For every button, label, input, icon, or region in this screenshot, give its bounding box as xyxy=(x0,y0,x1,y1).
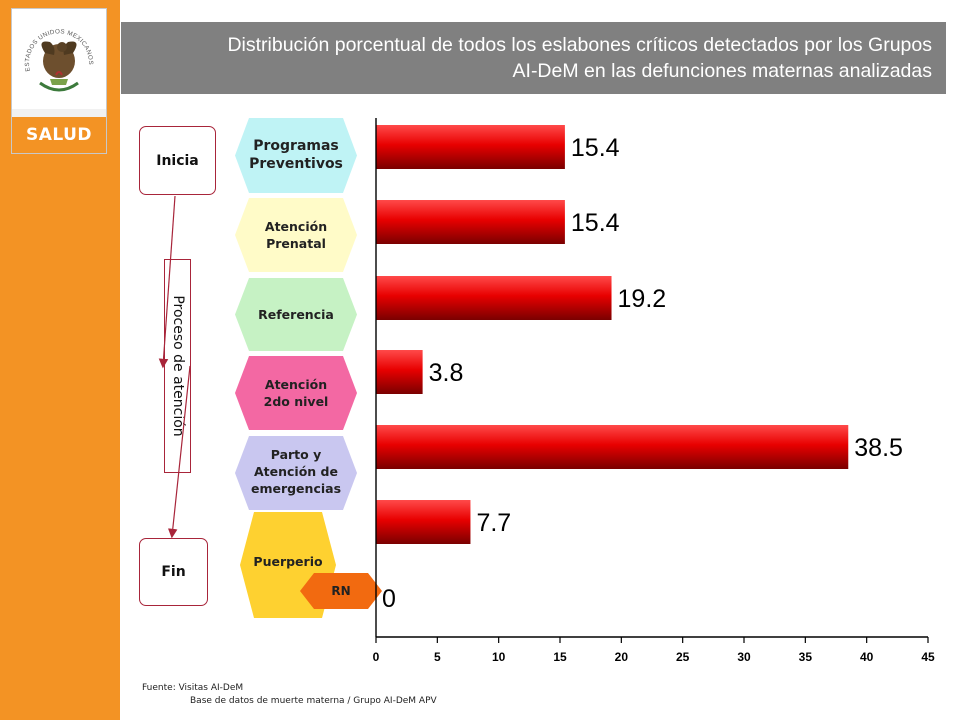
x-tick-label: 25 xyxy=(676,650,690,664)
mexican-eagle-emblem-icon: ESTADOS UNIDOS MEXICANOS xyxy=(24,28,94,92)
stage-label-line: Puerperio xyxy=(253,554,323,569)
emblem-area: ESTADOS UNIDOS MEXICANOS xyxy=(12,9,106,109)
stage-label-line: Preventivos xyxy=(249,156,343,172)
stage-atencion-prenatal: Atención Prenatal xyxy=(235,198,357,272)
inicia-box: Inicia xyxy=(139,126,216,195)
bar-value-label: 15.4 xyxy=(571,134,620,162)
x-tick-label: 30 xyxy=(737,650,751,664)
stage-parto-emergencias: Parto y Atención de emergencias xyxy=(235,436,357,510)
footer-line-2: Base de datos de muerte materna / Grupo … xyxy=(190,696,437,706)
stage-programas-preventivos: Programas Preventivos xyxy=(235,118,357,193)
fin-label: Fin xyxy=(161,564,186,580)
x-tick-label: 5 xyxy=(434,650,441,664)
footer-line-1: Fuente: Visitas AI-DeM xyxy=(142,683,244,693)
x-tick-label: 15 xyxy=(553,650,567,664)
footer-source: Fuente: Visitas AI-DeM Base de datos de … xyxy=(142,682,437,708)
bar-value-label: 3.8 xyxy=(429,359,464,387)
bar-value-label: 15.4 xyxy=(571,209,620,237)
x-tick-label: 0 xyxy=(373,650,380,664)
stage-label-line: Referencia xyxy=(258,307,334,322)
bar xyxy=(376,125,565,169)
stage-label-line: RN xyxy=(331,584,351,598)
bar-value-label: 7.7 xyxy=(476,509,511,537)
bar-value-label: 19.2 xyxy=(618,285,667,313)
x-tick-label: 20 xyxy=(615,650,629,664)
bar xyxy=(376,200,565,244)
inicia-label: Inicia xyxy=(156,152,199,169)
chart-title: Distribución porcentual de todos los esl… xyxy=(142,32,932,84)
stage-referencia: Referencia xyxy=(235,278,357,351)
bar xyxy=(376,425,849,469)
fin-box: Fin xyxy=(139,538,208,606)
stage-label-line: Parto y xyxy=(270,447,322,462)
left-sidebar: ESTADOS UNIDOS MEXICANOS SALUD xyxy=(0,0,120,720)
bar-value-label: 38.5 xyxy=(854,434,903,462)
x-tick-label: 35 xyxy=(799,650,813,664)
stage-label-line: Prenatal xyxy=(266,236,326,251)
bar-value-label: 0 xyxy=(382,585,396,613)
stage-label-line: Atención xyxy=(264,377,328,392)
bar xyxy=(376,350,423,394)
stage-label-line: Atención de xyxy=(254,464,338,479)
stage-label-line: Programas xyxy=(253,138,339,154)
bar xyxy=(376,276,612,320)
x-tick-label: 40 xyxy=(860,650,874,664)
salud-logo: ESTADOS UNIDOS MEXICANOS SALUD xyxy=(11,8,107,154)
bar xyxy=(376,500,471,544)
stage-label-line: 2do nivel xyxy=(263,394,329,409)
x-tick-label: 45 xyxy=(921,650,935,664)
salud-label: SALUD xyxy=(12,117,106,153)
title-bar: Distribución porcentual de todos los esl… xyxy=(121,22,946,94)
stage-atencion-2do-nivel: Atención 2do nivel xyxy=(235,356,357,430)
chart-title-line-2: AI-DeM en las defunciones maternas anali… xyxy=(512,60,932,82)
stage-rn: RN xyxy=(300,573,382,609)
x-tick-label: 10 xyxy=(492,650,506,664)
stage-label-line: Atención xyxy=(264,219,328,234)
stage-label-line: emergencias xyxy=(250,481,342,496)
chart-title-line-1: Distribución porcentual de todos los esl… xyxy=(227,34,932,56)
